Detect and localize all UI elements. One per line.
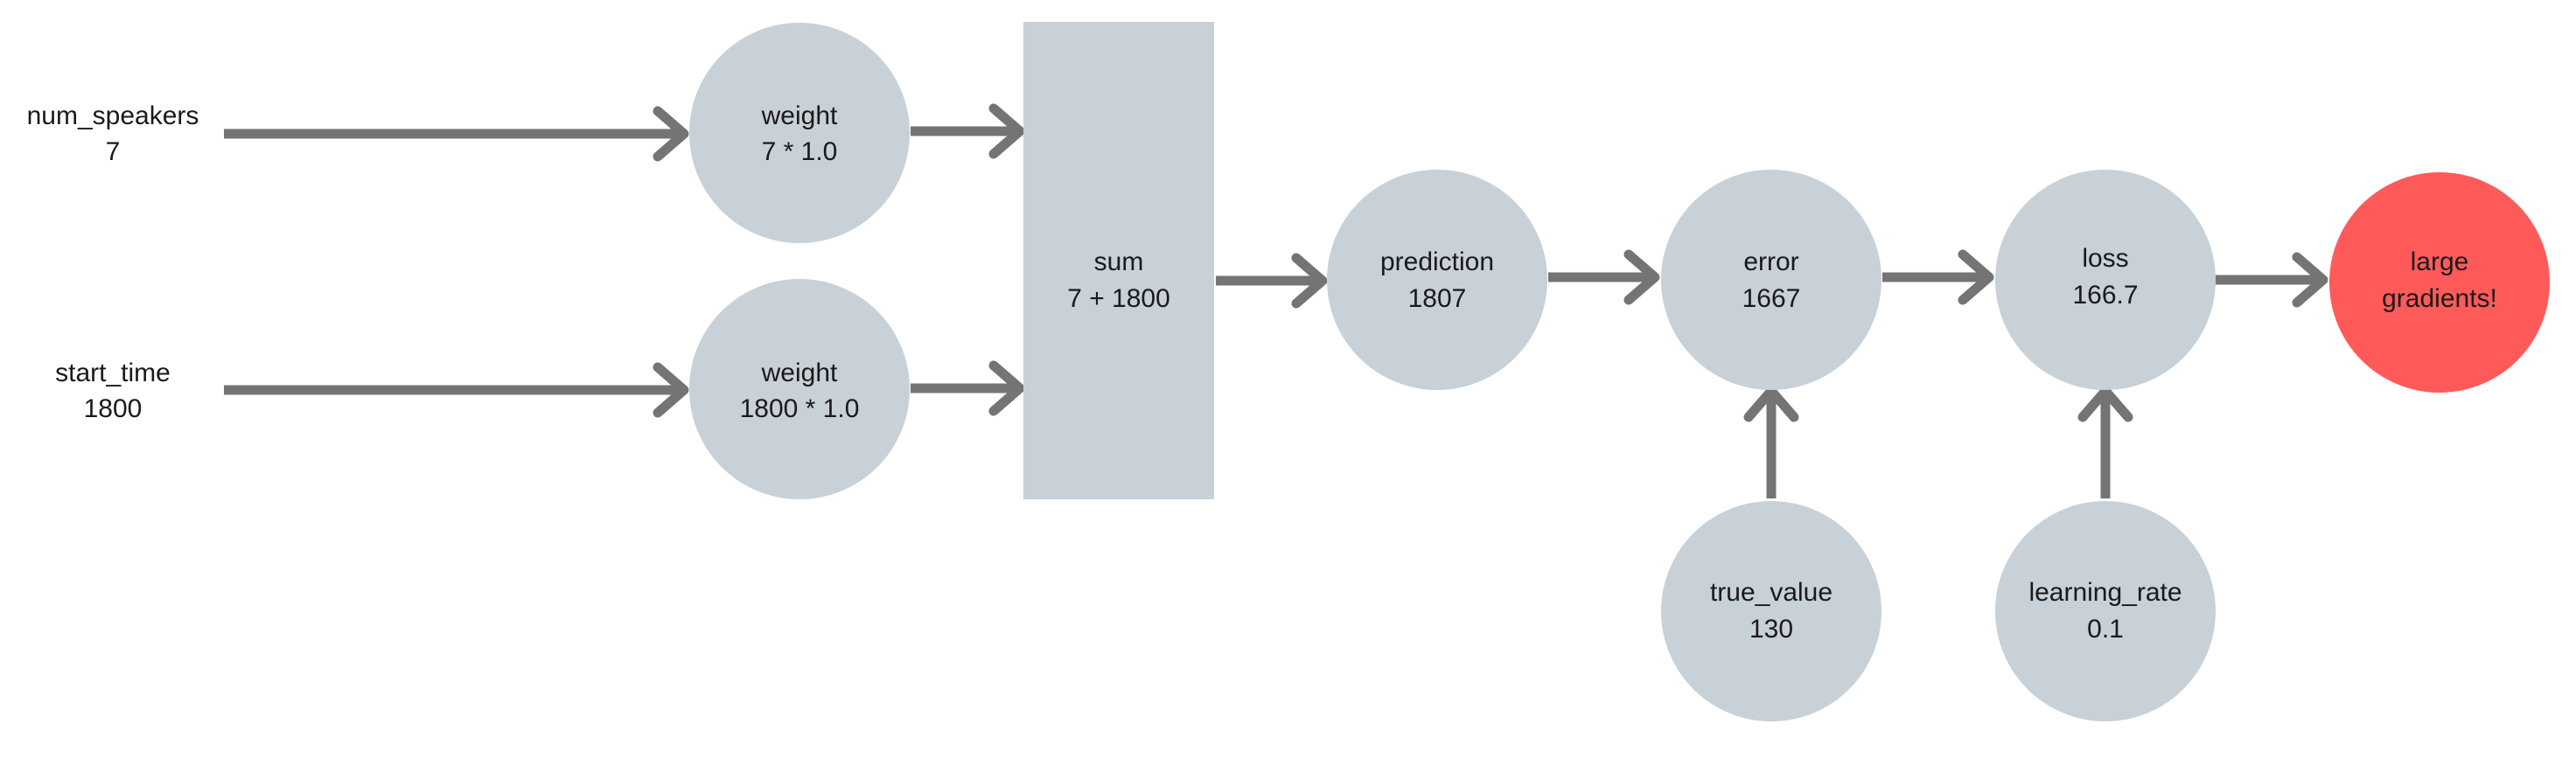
node-weight-start-time: weight 1800 * 1.0 <box>689 279 910 499</box>
node-large-gradients: large gradients! <box>2329 172 2550 393</box>
arrow-error-to-loss <box>1882 249 1994 305</box>
node-weight-num-speakers: weight 7 * 1.0 <box>689 23 910 243</box>
arrows <box>224 103 2328 498</box>
node-value: 1807 <box>1408 284 1467 313</box>
arrow-weight-to-sum-top <box>911 103 1025 159</box>
node-prediction: prediction 1807 <box>1327 170 1547 390</box>
node-loss: loss 166.7 <box>1995 170 2216 390</box>
node-value: 166.7 <box>2072 281 2138 310</box>
arrow-num-speakers-to-weight <box>224 106 689 162</box>
node-name: prediction <box>1380 247 1494 276</box>
input-start-time: start_time 1800 <box>55 359 171 423</box>
arrow-weight-to-sum-bottom <box>911 360 1025 416</box>
node-value: 1667 <box>1742 284 1801 313</box>
node-value: 7 + 1800 <box>1067 284 1170 313</box>
node-value: 0.1 <box>2087 615 2124 644</box>
node-name: weight <box>761 101 838 130</box>
node-error: error 1667 <box>1661 170 1881 390</box>
arrow-true-value-to-error <box>1743 386 1799 498</box>
node-name: error <box>1743 247 1798 276</box>
node-value: 7 * 1.0 <box>762 137 838 166</box>
node-value: 1800 * 1.0 <box>740 394 860 423</box>
node-line-2: gradients! <box>2382 284 2497 313</box>
input-value: 1800 <box>84 394 143 423</box>
arrow-sum-to-prediction <box>1216 253 1328 309</box>
arrow-learning-rate-to-loss <box>2077 386 2133 498</box>
node-name: loss <box>2082 244 2128 273</box>
node-value: 130 <box>1749 615 1793 644</box>
input-value: 7 <box>106 137 121 166</box>
node-learning-rate: learning_rate 0.1 <box>1995 501 2216 721</box>
arrow-prediction-to-error <box>1548 249 1660 305</box>
node-name: learning_rate <box>2028 578 2182 607</box>
input-name: num_speakers <box>27 101 199 130</box>
arrow-start-time-to-weight <box>224 362 689 418</box>
node-name: weight <box>761 359 838 387</box>
node-line-1: large <box>2411 247 2469 276</box>
input-name: start_time <box>55 359 171 387</box>
node-true-value: true_value 130 <box>1661 501 1881 721</box>
node-sum: sum 7 + 1800 <box>1023 22 1214 499</box>
node-name: true_value <box>1710 578 1833 607</box>
arrow-loss-to-large-gradients <box>2216 252 2328 308</box>
node-name: sum <box>1094 247 1144 276</box>
input-num-speakers: num_speakers 7 <box>27 101 199 166</box>
